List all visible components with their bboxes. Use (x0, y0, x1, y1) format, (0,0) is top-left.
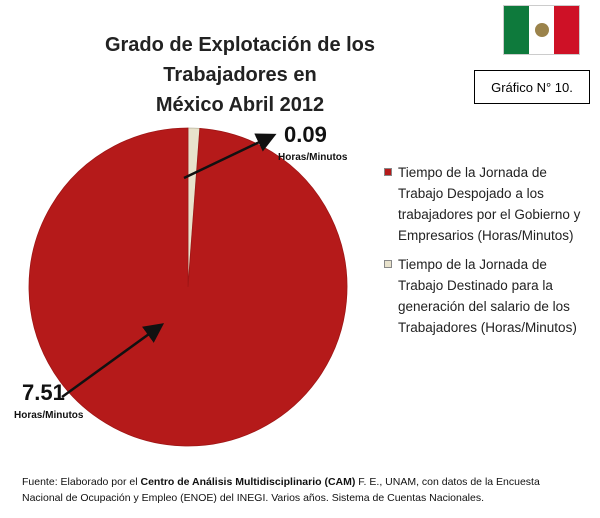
flag-stripe-red (554, 6, 579, 54)
chart-legend: Tiempo de la Jornada de Trabajo Despojad… (384, 162, 584, 346)
legend-item-despojado: Tiempo de la Jornada de Trabajo Despojad… (384, 162, 584, 246)
mexico-flag-icon (504, 6, 579, 54)
legend-label-despojado: Tiempo de la Jornada de Trabajo Despojad… (398, 165, 581, 243)
legend-label-salario: Tiempo de la Jornada de Trabajo Destinad… (398, 257, 577, 335)
chart-title-line-1: Grado de Explotación de los Trabajadores… (104, 34, 376, 86)
chart-title: Grado de Explotación de los Trabajadores… (40, 30, 440, 120)
legend-swatch-salario (384, 260, 392, 268)
pie-slice-despojado (28, 127, 348, 447)
flag-emblem-icon (535, 23, 549, 37)
pie-chart: 0.09 Horas/Minutos 7.51 Horas/Minutos (14, 122, 348, 447)
source-prefix: Fuente: Elaborado por el (22, 476, 141, 488)
chart-number-badge: Gráfico N° 10. (474, 70, 590, 104)
flag-stripe-green (504, 6, 529, 54)
source-institution: Centro de Análisis Multidisciplinario (C… (140, 476, 356, 488)
data-unit-despojado: Horas/Minutos (14, 410, 84, 421)
data-unit-salario: Horas/Minutos (278, 152, 348, 163)
source-suffix: F. E., UNAM, con datos de la Encuesta Na… (22, 476, 540, 504)
legend-swatch-despojado (384, 168, 392, 176)
legend-item-salario: Tiempo de la Jornada de Trabajo Destinad… (384, 254, 584, 338)
chart-title-line-2: México Abril 2012 (155, 94, 325, 116)
callout-arrow-despojado (61, 323, 165, 399)
data-label-despojado: 7.51 (22, 380, 65, 405)
callout-arrow-salario (183, 133, 277, 180)
source-note: Fuente: Elaborado por el Centro de Análi… (22, 474, 582, 506)
data-label-salario: 0.09 (284, 122, 327, 147)
